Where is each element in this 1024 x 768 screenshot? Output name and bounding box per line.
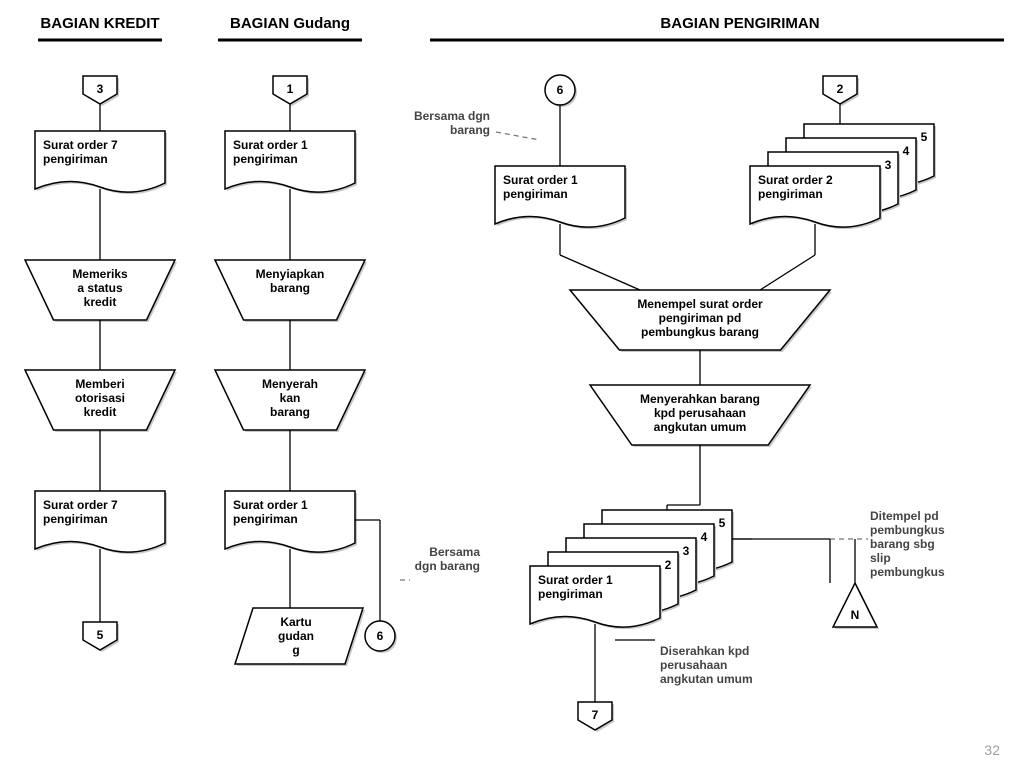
svg-text:Menyiapkan: Menyiapkan <box>256 267 325 281</box>
svg-text:angkutan umum: angkutan umum <box>660 672 753 686</box>
svg-text:pengiriman: pengiriman <box>503 187 568 201</box>
column-header-pengiriman: BAGIAN PENGIRIMAN <box>660 15 819 32</box>
svg-text:Menyerahkan barang: Menyerahkan barang <box>640 392 760 406</box>
svg-text:kan: kan <box>280 391 301 405</box>
svg-text:slip: slip <box>870 551 891 565</box>
svg-text:pengiriman: pengiriman <box>758 187 823 201</box>
svg-text:Memberi: Memberi <box>75 377 124 391</box>
svg-text:Surat order 2: Surat order 2 <box>758 173 833 187</box>
svg-text:4: 4 <box>903 144 910 158</box>
svg-text:Surat order 1: Surat order 1 <box>503 173 578 187</box>
svg-text:barang sbg: barang sbg <box>870 537 935 551</box>
svg-text:barang: barang <box>450 123 490 137</box>
column-header-gudang: BAGIAN Gudang <box>230 15 350 32</box>
svg-text:pengiriman: pengiriman <box>233 152 298 166</box>
svg-text:5: 5 <box>97 628 104 642</box>
svg-text:3: 3 <box>97 82 104 96</box>
svg-text:kpd perusahaan: kpd perusahaan <box>654 406 746 420</box>
svg-text:Surat order 1: Surat order 1 <box>233 498 308 512</box>
svg-text:Menempel surat order: Menempel surat order <box>637 297 763 311</box>
svg-text:kredit: kredit <box>84 405 117 419</box>
svg-text:angkutan umum: angkutan umum <box>654 420 747 434</box>
svg-text:N: N <box>851 608 860 622</box>
svg-text:barang: barang <box>270 405 310 419</box>
svg-text:5: 5 <box>719 516 726 530</box>
svg-text:Menyerah: Menyerah <box>262 377 318 391</box>
svg-text:g: g <box>292 643 299 657</box>
svg-text:pengiriman: pengiriman <box>538 587 603 601</box>
svg-text:Surat order 1: Surat order 1 <box>538 573 613 587</box>
svg-text:1: 1 <box>287 82 294 96</box>
svg-text:6: 6 <box>557 83 564 97</box>
svg-text:pengiriman pd: pengiriman pd <box>659 311 742 325</box>
svg-text:pengiriman: pengiriman <box>43 512 108 526</box>
svg-text:pengiriman: pengiriman <box>43 152 108 166</box>
svg-text:Ditempel pd: Ditempel pd <box>870 509 939 523</box>
svg-text:2: 2 <box>665 558 672 572</box>
svg-text:Memeriks: Memeriks <box>72 267 128 281</box>
svg-text:pembungkus: pembungkus <box>870 523 945 537</box>
svg-text:pembungkus: pembungkus <box>870 565 945 579</box>
svg-text:Surat order 7: Surat order 7 <box>43 138 118 152</box>
svg-text:pembungkus barang: pembungkus barang <box>641 325 759 339</box>
svg-text:2: 2 <box>837 82 844 96</box>
svg-text:dgn barang: dgn barang <box>415 559 480 573</box>
svg-text:Bersama dgn: Bersama dgn <box>414 109 490 123</box>
svg-text:kredit: kredit <box>84 295 117 309</box>
svg-text:5: 5 <box>921 130 928 144</box>
svg-text:a status: a status <box>77 281 123 295</box>
svg-text:barang: barang <box>270 281 310 295</box>
svg-text:pengiriman: pengiriman <box>233 512 298 526</box>
page-number: 32 <box>984 742 1000 758</box>
svg-text:Kartu: Kartu <box>280 615 311 629</box>
svg-text:Bersama: Bersama <box>429 545 480 559</box>
svg-text:Surat order 7: Surat order 7 <box>43 498 118 512</box>
svg-text:gudan: gudan <box>278 629 314 643</box>
svg-text:3: 3 <box>683 544 690 558</box>
svg-text:7: 7 <box>592 708 599 722</box>
svg-text:perusahaan: perusahaan <box>660 658 727 672</box>
svg-text:4: 4 <box>701 530 708 544</box>
svg-text:3: 3 <box>885 158 892 172</box>
column-header-kredit: BAGIAN KREDIT <box>40 15 159 32</box>
svg-text:Diserahkan kpd: Diserahkan kpd <box>660 644 749 658</box>
svg-text:otorisasi: otorisasi <box>75 391 125 405</box>
svg-text:Surat order 1: Surat order 1 <box>233 138 308 152</box>
svg-text:6: 6 <box>377 629 384 643</box>
